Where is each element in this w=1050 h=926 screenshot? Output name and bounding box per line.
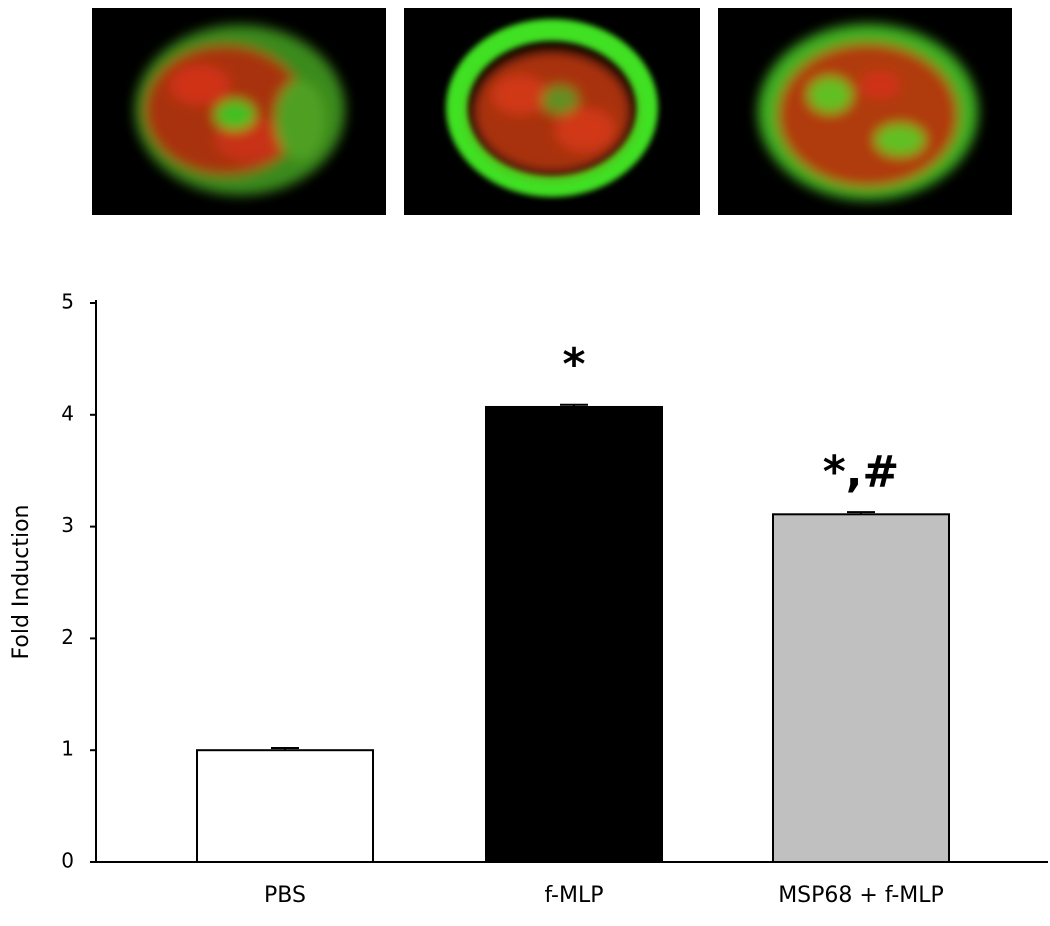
bar: [772, 513, 950, 863]
y-tick-label: 2: [61, 625, 74, 649]
y-tick-label: 5: [61, 290, 74, 314]
x-tick-label: MSP68 + f-MLP: [778, 883, 944, 908]
x-tick-label: f-MLP: [545, 883, 604, 908]
x-tick-label: PBS: [264, 883, 306, 908]
y-tick-label: 1: [61, 737, 74, 761]
y-tick-label: 3: [61, 513, 74, 537]
y-tick-label: 4: [61, 401, 74, 425]
micrograph-panels: [92, 8, 1012, 215]
bar: [196, 749, 374, 864]
cell: [446, 19, 658, 197]
significance-label: *: [562, 339, 585, 390]
cell: [135, 25, 345, 195]
bar: [485, 405, 663, 863]
significance-label: *,#: [823, 446, 900, 497]
cell: [758, 24, 978, 200]
y-tick-label: 0: [61, 849, 74, 873]
y-axis-label: Fold Induction: [9, 505, 34, 660]
